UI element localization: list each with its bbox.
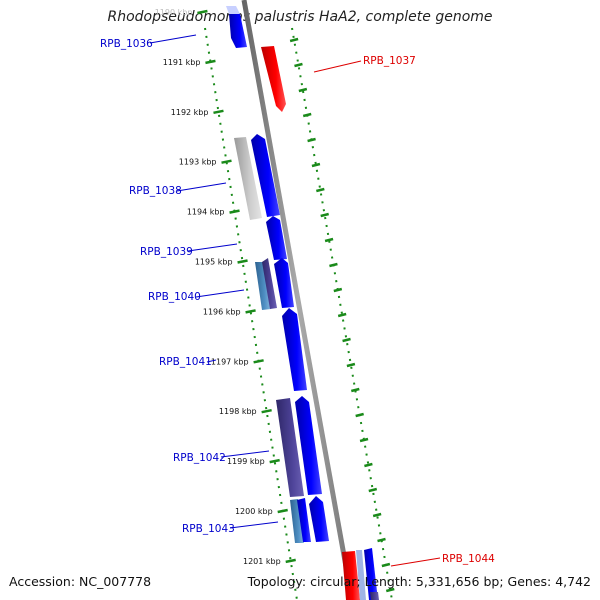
leader-rpb1036 [149, 34, 197, 44]
kbp-tick [245, 309, 256, 314]
outer-tick [381, 562, 391, 568]
gene-label[interactable]: RPB_1042 [173, 452, 226, 464]
leader-rpb1044 [390, 557, 441, 567]
kbp-label: 1197 kbp [211, 357, 249, 366]
kbp-label: 1198 kbp [219, 407, 257, 416]
gene-label[interactable]: RPB_1039 [140, 246, 193, 258]
outer-tick [337, 312, 347, 318]
outer-tick [320, 212, 329, 218]
outer-tick [385, 587, 395, 593]
kbp-label: 1191 kbp [163, 58, 201, 67]
gene-label[interactable]: RPB_1041 [159, 356, 212, 368]
gene-rpb1041 [282, 308, 307, 391]
outer-tick [302, 112, 312, 118]
gene-rpb1042-purple [276, 398, 304, 497]
outer-tick [329, 262, 338, 268]
kbp-tick [197, 9, 208, 15]
kbp-label: 1194 kbp [187, 208, 225, 217]
kbp-label: 1196 kbp [203, 307, 241, 316]
kbp-tick [253, 359, 264, 364]
gene-rpb1040 [274, 258, 294, 308]
outer-tick [316, 187, 325, 193]
kbp-tick [213, 109, 224, 115]
accession-text: Accession: NC_007778 [9, 574, 152, 589]
gene-rpb1042 [295, 396, 322, 495]
kbp-label: 1195 kbp [195, 258, 233, 267]
gene-label[interactable]: RPB_1040 [148, 291, 201, 303]
kbp-label: 1201 kbp [243, 557, 281, 566]
gene-rpb1044-purple [370, 592, 379, 600]
leader-rpb1040 [195, 289, 245, 298]
leader-rpb1039 [187, 243, 238, 252]
kbp-label: 1199 kbp [227, 457, 265, 466]
gene-rpb1038-gray [234, 137, 262, 220]
leader-rpb1042 [220, 450, 270, 458]
genome-backbone [241, 0, 355, 600]
gene-label[interactable]: RPB_1038 [129, 185, 182, 197]
outer-tick [289, 37, 299, 43]
gene-label[interactable]: RPB_1044 [442, 553, 495, 565]
kbp-tick [285, 558, 296, 564]
gene-rpb1043-steel [290, 499, 304, 543]
gene-label[interactable]: RPB_1043 [182, 523, 235, 535]
kbp-tick [205, 59, 216, 65]
kbp-tick [277, 508, 288, 514]
leader-rpb1038 [176, 182, 227, 192]
outer-tick [333, 287, 343, 293]
outer-tick [294, 62, 303, 68]
gene-rpb1037 [261, 46, 286, 112]
gene-rpb1036-faint [226, 6, 240, 14]
leader-rpb1041 [206, 359, 217, 363]
gene-rpb1044-blue [364, 548, 378, 600]
outer-tick [298, 87, 308, 93]
gene-rpb1040-steel [255, 262, 271, 310]
outer-tick [377, 537, 386, 543]
outer-tick [346, 362, 356, 368]
kbp-tick [269, 458, 280, 464]
gene-label[interactable]: RPB_1036 [100, 38, 153, 50]
outer-tick [342, 337, 351, 343]
outer-tick [355, 412, 364, 418]
kbp-tick [221, 159, 232, 164]
outer-tick [359, 437, 369, 443]
gene-rpb1036 [229, 14, 247, 48]
leader-rpb1043 [229, 521, 279, 529]
outer-tick [311, 162, 321, 168]
kbp-tick [229, 209, 240, 214]
kbp-label: 1193 kbp [179, 158, 217, 167]
gene-rpb1043-blue-b [309, 496, 329, 542]
outer-tick [372, 512, 382, 518]
gene-rpb1044-red [342, 551, 360, 600]
gene-rpb1040-purple [262, 258, 277, 309]
kbp-ticks: 1190 kbp 1191 kbp 1192 kbp 1193 kbp 1194 kbp… [155, 8, 395, 593]
inner-track-boundary [204, 27, 298, 600]
gene-rpb1044-pale [356, 550, 366, 600]
outer-tick [324, 237, 334, 243]
gene-rpb1043-blue-a [297, 498, 311, 542]
kbp-label: 1192 kbp [171, 108, 209, 117]
kbp-tick [261, 408, 272, 414]
outer-tick [350, 387, 360, 393]
gene-rpb1039 [266, 216, 287, 260]
kbp-tick [237, 259, 248, 264]
kbp-label: 1190 kbp [155, 8, 193, 17]
outer-track-boundary [291, 27, 393, 600]
outer-tick [307, 137, 316, 143]
outer-tick [368, 487, 378, 493]
leader-rpb1037 [313, 60, 362, 73]
outer-tick [364, 462, 373, 468]
kbp-label: 1200 kbp [235, 507, 273, 516]
gene-label[interactable]: RPB_1037 [363, 55, 416, 67]
gene-rpb1038 [251, 134, 280, 217]
topology-text: Topology: circular; Length: 5,331,656 bp… [247, 574, 591, 589]
